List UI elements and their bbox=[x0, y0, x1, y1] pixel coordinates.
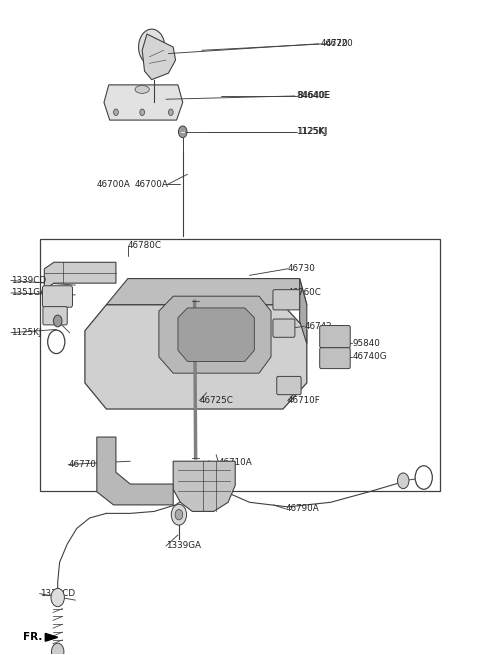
Text: 1125KJ: 1125KJ bbox=[296, 127, 327, 136]
Text: 46740G: 46740G bbox=[352, 352, 387, 362]
Circle shape bbox=[415, 466, 432, 489]
Polygon shape bbox=[159, 296, 271, 373]
Text: A: A bbox=[421, 473, 427, 482]
Ellipse shape bbox=[139, 29, 165, 65]
Text: 46725C: 46725C bbox=[199, 396, 233, 405]
Circle shape bbox=[140, 109, 144, 115]
Text: 1339CD: 1339CD bbox=[11, 276, 46, 285]
Circle shape bbox=[51, 643, 64, 655]
FancyBboxPatch shape bbox=[277, 377, 301, 395]
Text: 1125KJ: 1125KJ bbox=[297, 127, 328, 136]
Text: 46760C: 46760C bbox=[288, 288, 322, 297]
Polygon shape bbox=[300, 278, 307, 344]
Text: A: A bbox=[53, 337, 59, 346]
Ellipse shape bbox=[135, 86, 149, 94]
FancyBboxPatch shape bbox=[273, 319, 295, 337]
Text: 84640E: 84640E bbox=[296, 92, 330, 100]
FancyBboxPatch shape bbox=[273, 290, 300, 310]
Circle shape bbox=[101, 446, 110, 459]
Text: 46710F: 46710F bbox=[288, 396, 321, 405]
Text: 46730: 46730 bbox=[288, 265, 315, 273]
Circle shape bbox=[48, 330, 65, 354]
Circle shape bbox=[179, 126, 187, 138]
Circle shape bbox=[114, 109, 118, 115]
Text: 46700A: 46700A bbox=[134, 179, 168, 189]
Text: 46710A: 46710A bbox=[218, 458, 252, 467]
Text: 1339GA: 1339GA bbox=[166, 542, 201, 550]
Text: FR.: FR. bbox=[23, 632, 42, 643]
Text: 1125KJ: 1125KJ bbox=[11, 328, 41, 337]
Text: 95840: 95840 bbox=[352, 339, 380, 348]
Text: 46742: 46742 bbox=[304, 322, 332, 331]
Polygon shape bbox=[44, 262, 116, 290]
Polygon shape bbox=[107, 278, 307, 305]
Polygon shape bbox=[178, 308, 254, 362]
Polygon shape bbox=[45, 633, 58, 641]
Polygon shape bbox=[142, 34, 176, 80]
Circle shape bbox=[168, 109, 173, 115]
Text: 46790A: 46790A bbox=[285, 504, 319, 514]
FancyBboxPatch shape bbox=[42, 286, 72, 307]
Text: 46720: 46720 bbox=[320, 39, 348, 48]
Text: 1339CD: 1339CD bbox=[39, 589, 75, 598]
Polygon shape bbox=[173, 461, 235, 512]
Text: 46770B: 46770B bbox=[68, 460, 102, 469]
FancyBboxPatch shape bbox=[320, 348, 350, 369]
Text: 84640E: 84640E bbox=[297, 92, 331, 100]
Circle shape bbox=[51, 588, 64, 607]
FancyBboxPatch shape bbox=[320, 326, 350, 348]
Circle shape bbox=[101, 481, 110, 494]
Polygon shape bbox=[97, 437, 173, 505]
Polygon shape bbox=[104, 85, 183, 120]
Circle shape bbox=[159, 487, 168, 500]
Circle shape bbox=[53, 315, 62, 327]
Text: 46720: 46720 bbox=[326, 39, 354, 48]
Circle shape bbox=[175, 510, 183, 520]
Polygon shape bbox=[85, 305, 307, 409]
Text: 46780C: 46780C bbox=[128, 242, 162, 250]
Text: 1351GA: 1351GA bbox=[11, 288, 46, 297]
Text: 46700A: 46700A bbox=[96, 179, 130, 189]
FancyBboxPatch shape bbox=[43, 307, 67, 325]
Circle shape bbox=[397, 473, 409, 489]
Bar bbox=[39, 240, 441, 491]
Circle shape bbox=[171, 504, 187, 525]
